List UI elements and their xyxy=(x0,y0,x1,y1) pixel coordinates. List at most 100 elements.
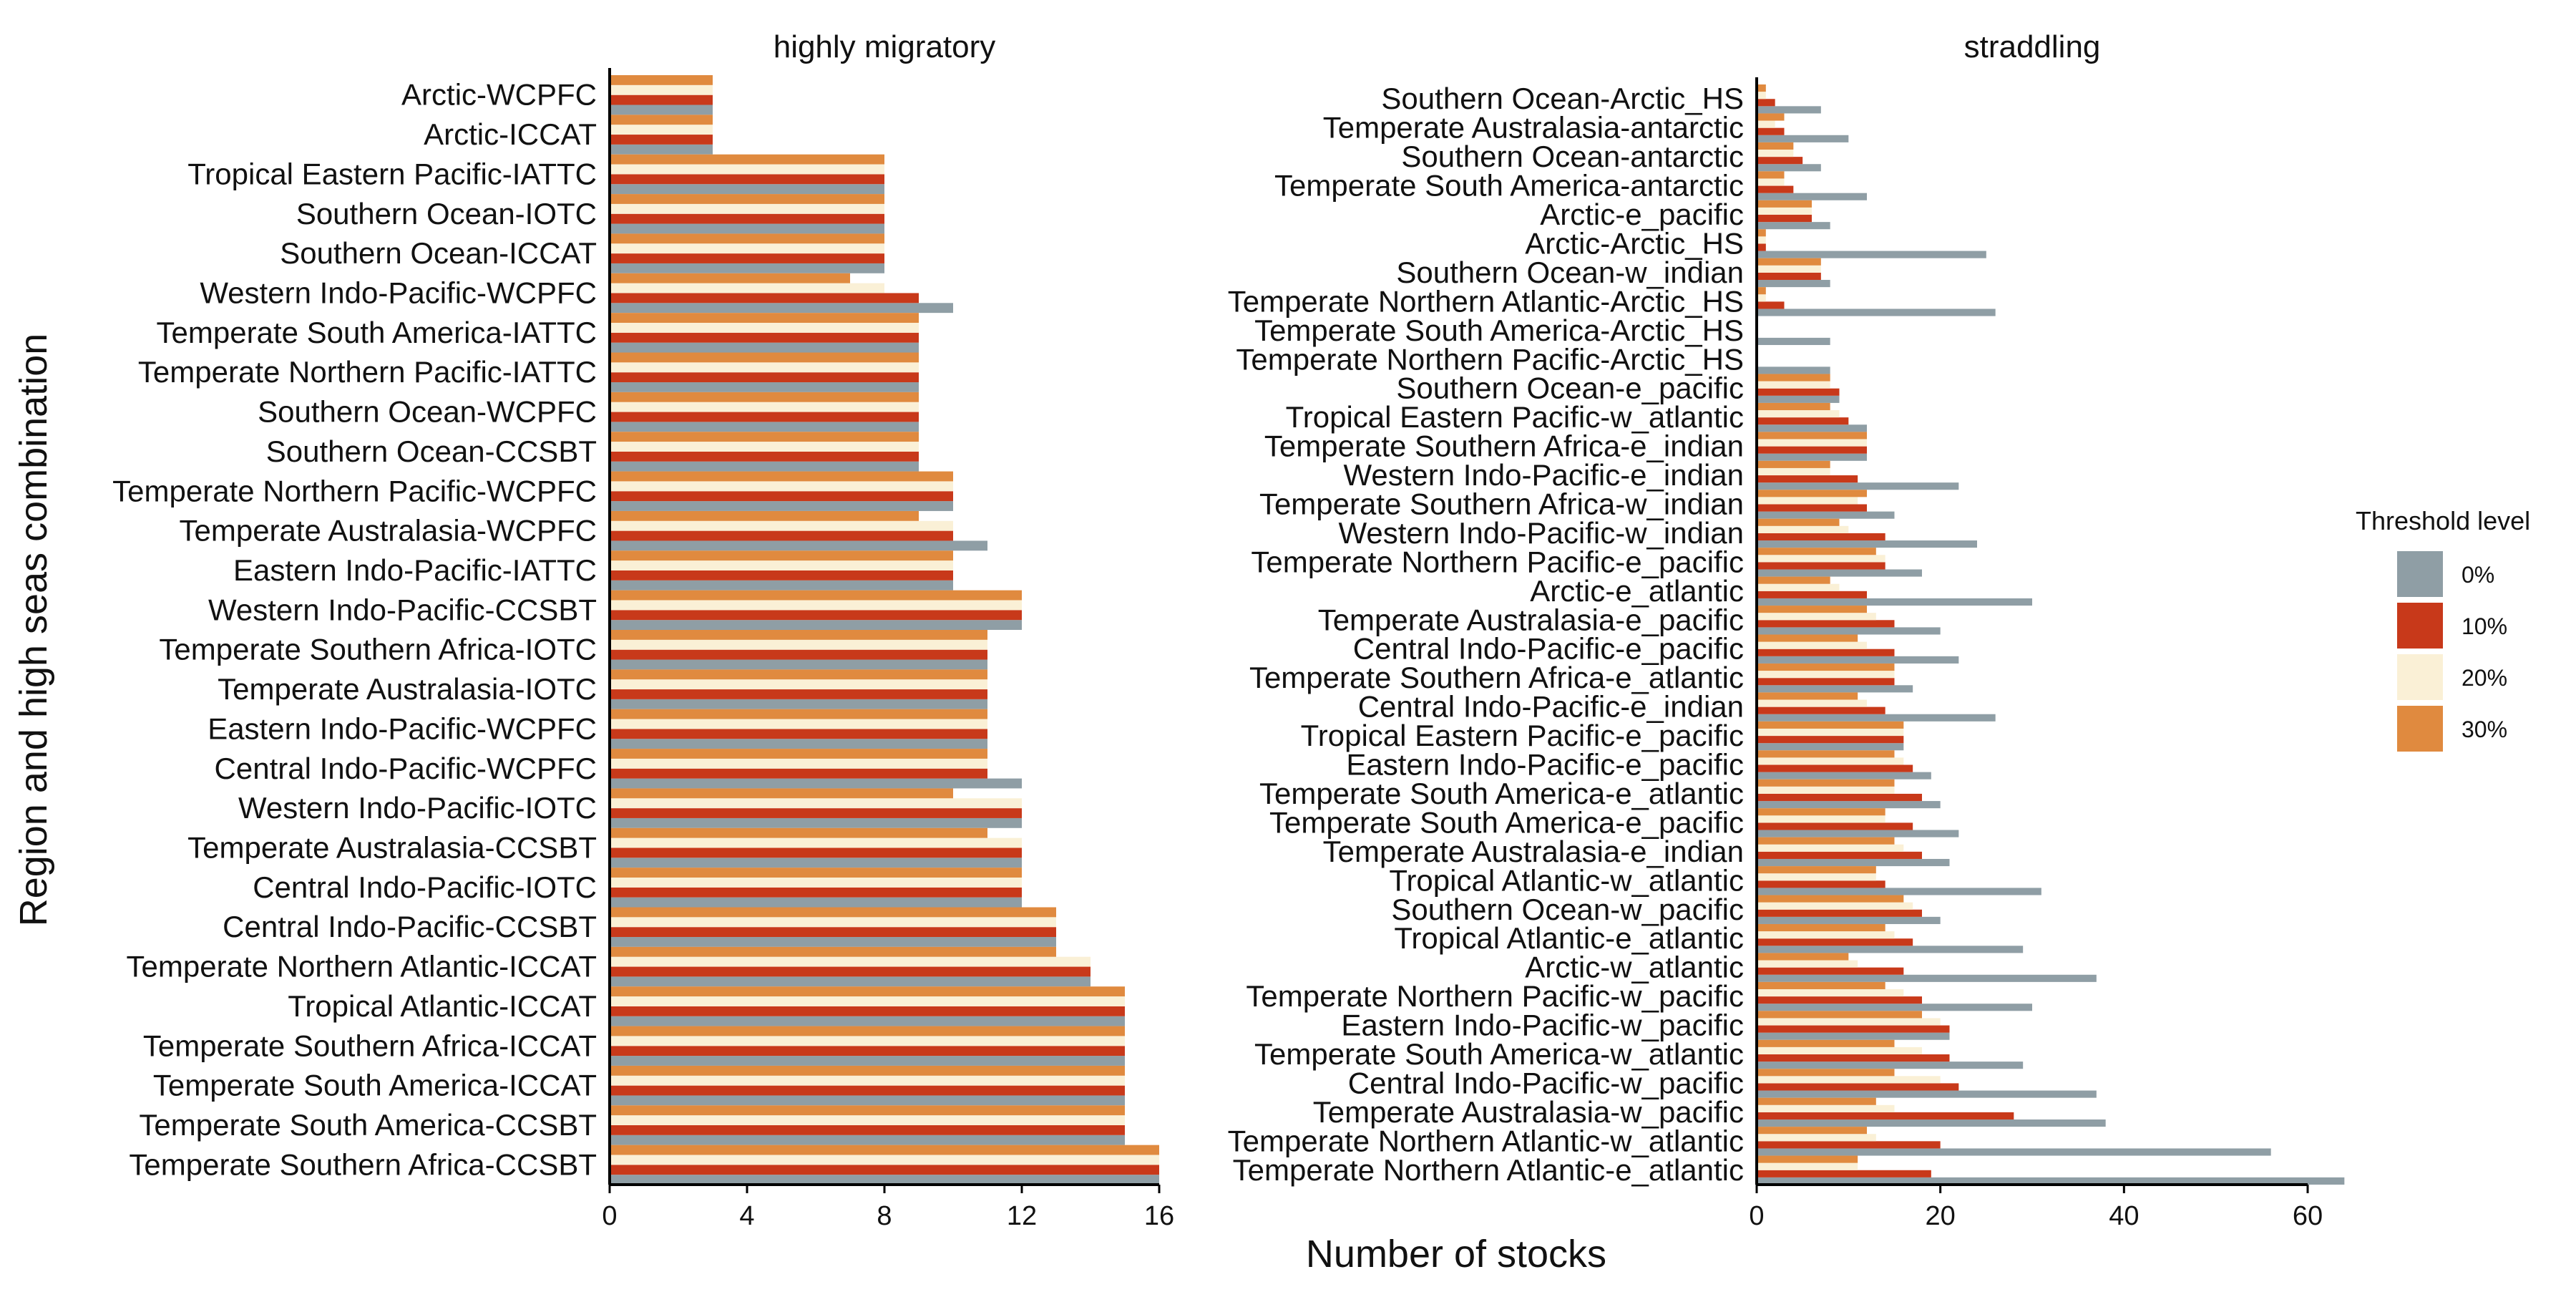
bar-temperate-northern-atlantic-iccat-10 xyxy=(610,966,1091,977)
bar-temperate-south-america-w-atlantic-20 xyxy=(1757,1046,1922,1054)
y-tick-label: Southern Ocean-IOTC xyxy=(296,197,597,230)
bar-eastern-indo-pacific-iattc-30 xyxy=(610,550,953,561)
bar-eastern-indo-pacific-iattc-20 xyxy=(610,560,953,570)
bar-arctic-wcpfc-30 xyxy=(610,75,713,85)
bar-southern-ocean-iotc-20 xyxy=(610,203,884,214)
bar-arctic-wcpfc-20 xyxy=(610,84,713,95)
bar-eastern-indo-pacific-e-pacific-30 xyxy=(1757,750,1895,758)
bar-eastern-indo-pacific-e-pacific-10 xyxy=(1757,764,1913,772)
bar-central-indo-pacific-ccsbt-0 xyxy=(610,937,1056,947)
bar-temperate-southern-africa-iccat-10 xyxy=(610,1046,1125,1057)
bar-temperate-australasia-w-pacific-20 xyxy=(1757,1104,1895,1112)
bar-southern-ocean-iccat-0 xyxy=(610,263,884,273)
bar-arctic-e-atlantic-0 xyxy=(1757,598,2032,606)
legend-key-20 xyxy=(2397,654,2443,700)
bar-southern-ocean-w-indian-20 xyxy=(1757,265,1821,273)
bar-southern-ocean-w-indian-30 xyxy=(1757,258,1821,266)
bar-central-indo-pacific-ccsbt-10 xyxy=(610,927,1056,938)
y-tick-label: Temperate Australasia-e_indian xyxy=(1323,835,1744,868)
bar-central-indo-pacific-w-pacific-20 xyxy=(1757,1076,1941,1084)
bar-temperate-south-america-ccsbt-0 xyxy=(610,1135,1125,1145)
bar-southern-ocean-wcpfc-30 xyxy=(610,392,919,402)
bar-temperate-southern-africa-e-atlantic-30 xyxy=(1757,663,1895,671)
bar-southern-ocean-w-pacific-20 xyxy=(1757,902,1913,910)
y-tick-label: Western Indo-Pacific-WCPFC xyxy=(200,276,597,309)
bar-western-indo-pacific-iotc-30 xyxy=(610,788,953,799)
bar-temperate-northern-pacific-w-pacific-20 xyxy=(1757,989,1904,997)
bar-western-indo-pacific-wcpfc-30 xyxy=(610,273,850,283)
y-tick-label: Arctic-w_atlantic xyxy=(1525,951,1744,984)
y-tick-label: Tropical Atlantic-ICCAT xyxy=(288,989,597,1023)
bar-arctic-e-pacific-10 xyxy=(1757,215,1812,223)
bar-temperate-northern-pacific-iattc-10 xyxy=(610,372,919,383)
bar-temperate-australasia-wcpfc-10 xyxy=(610,530,953,541)
bar-temperate-northern-pacific-w-pacific-10 xyxy=(1757,996,1922,1004)
y-tick-label: Temperate Northern Pacific-WCPFC xyxy=(112,474,597,507)
x-axis-title: Number of stocks xyxy=(1306,1233,1606,1276)
bar-temperate-south-america-w-atlantic-30 xyxy=(1757,1039,1895,1047)
y-tick-label: Temperate South America-Arctic_HS xyxy=(1254,314,1744,347)
bar-arctic-w-atlantic-10 xyxy=(1757,967,1904,975)
bar-southern-ocean-ccsbt-0 xyxy=(610,461,919,472)
bar-eastern-indo-pacific-wcpfc-0 xyxy=(610,739,987,749)
y-tick-label: Temperate South America-e_atlantic xyxy=(1259,777,1744,810)
bar-arctic-arctic-hs-10 xyxy=(1757,243,1766,251)
y-tick-label: Temperate South America-CCSBT xyxy=(139,1108,597,1142)
bar-temperate-southern-africa-e-indian-30 xyxy=(1757,432,1867,439)
y-tick-label: Western Indo-Pacific-e_indian xyxy=(1343,458,1744,492)
bar-temperate-south-america-iccat-30 xyxy=(610,1065,1125,1076)
bar-central-indo-pacific-iotc-20 xyxy=(610,877,1022,888)
bar-central-indo-pacific-wcpfc-10 xyxy=(610,768,987,779)
bar-eastern-indo-pacific-iattc-10 xyxy=(610,570,953,581)
bar-central-indo-pacific-e-indian-20 xyxy=(1757,699,1867,707)
bar-temperate-northern-atlantic-e-atlantic-10 xyxy=(1757,1170,1931,1177)
bar-southern-ocean-arctic-hs-0 xyxy=(1757,106,1821,114)
bar-tropical-atlantic-w-atlantic-10 xyxy=(1757,880,1885,888)
bar-temperate-south-america-e-atlantic-0 xyxy=(1757,801,1941,809)
bar-southern-ocean-wcpfc-0 xyxy=(610,422,919,432)
bar-temperate-southern-africa-e-atlantic-10 xyxy=(1757,678,1895,686)
bar-temperate-australasia-antarctic-0 xyxy=(1757,135,1849,142)
y-tick-label: Temperate Australasia-CCSBT xyxy=(187,830,597,864)
bar-temperate-south-america-ccsbt-10 xyxy=(610,1125,1125,1135)
bar-tropical-atlantic-w-atlantic-30 xyxy=(1757,866,1876,874)
bar-temperate-northern-atlantic-w-atlantic-10 xyxy=(1757,1141,1941,1149)
x-tick-label: 40 xyxy=(2109,1201,2139,1231)
bar-tropical-eastern-pacific-iattc-30 xyxy=(610,154,884,165)
bar-temperate-south-america-antarctic-0 xyxy=(1757,193,1867,200)
y-tick-label: Southern Ocean-e_pacific xyxy=(1396,371,1744,405)
bar-western-indo-pacific-iotc-10 xyxy=(610,808,1022,818)
y-tick-label: Eastern Indo-Pacific-WCPFC xyxy=(208,711,597,745)
bar-temperate-australasia-iotc-20 xyxy=(610,679,987,690)
bar-temperate-southern-africa-w-indian-10 xyxy=(1757,504,1867,512)
bar-central-indo-pacific-e-indian-30 xyxy=(1757,692,1858,700)
bar-temperate-northern-atlantic-arctic-hs-20 xyxy=(1757,294,1766,302)
bar-temperate-south-america-e-atlantic-10 xyxy=(1757,793,1922,802)
bar-temperate-southern-africa-iotc-30 xyxy=(610,630,987,640)
bar-temperate-australasia-iotc-10 xyxy=(610,689,987,699)
bar-tropical-eastern-pacific-iattc-20 xyxy=(610,164,884,175)
bar-western-indo-pacific-iotc-20 xyxy=(610,798,1022,809)
bar-temperate-northern-atlantic-arctic-hs-10 xyxy=(1757,301,1785,309)
bar-temperate-south-america-e-pacific-30 xyxy=(1757,808,1885,816)
y-tick-label: Temperate Australasia-w_pacific xyxy=(1313,1095,1744,1129)
bar-temperate-southern-africa-ccsbt-20 xyxy=(610,1155,1159,1165)
bar-temperate-southern-africa-e-indian-10 xyxy=(1757,446,1867,454)
bar-western-indo-pacific-wcpfc-20 xyxy=(610,283,884,293)
bar-central-indo-pacific-e-pacific-30 xyxy=(1757,634,1858,642)
y-tick-label: Western Indo-Pacific-IOTC xyxy=(238,791,597,825)
bar-temperate-australasia-wcpfc-20 xyxy=(610,520,953,531)
bar-western-indo-pacific-wcpfc-0 xyxy=(610,303,953,314)
y-tick-label: Eastern Indo-Pacific-IATTC xyxy=(233,553,597,587)
bar-tropical-eastern-pacific-e-pacific-20 xyxy=(1757,728,1904,737)
bar-temperate-northern-atlantic-arctic-hs-0 xyxy=(1757,309,1996,316)
y-tick-label: Temperate South America-e_pacific xyxy=(1269,805,1744,839)
bar-temperate-northern-atlantic-e-atlantic-20 xyxy=(1757,1162,1858,1170)
bar-tropical-eastern-pacific-w-atlantic-30 xyxy=(1757,402,1830,411)
y-tick-label: Eastern Indo-Pacific-e_pacific xyxy=(1346,748,1744,782)
bar-southern-ocean-ccsbt-30 xyxy=(610,432,919,442)
bar-southern-ocean-e-pacific-0 xyxy=(1757,395,1840,403)
y-tick-label: Tropical Eastern Pacific-e_pacific xyxy=(1301,719,1744,752)
